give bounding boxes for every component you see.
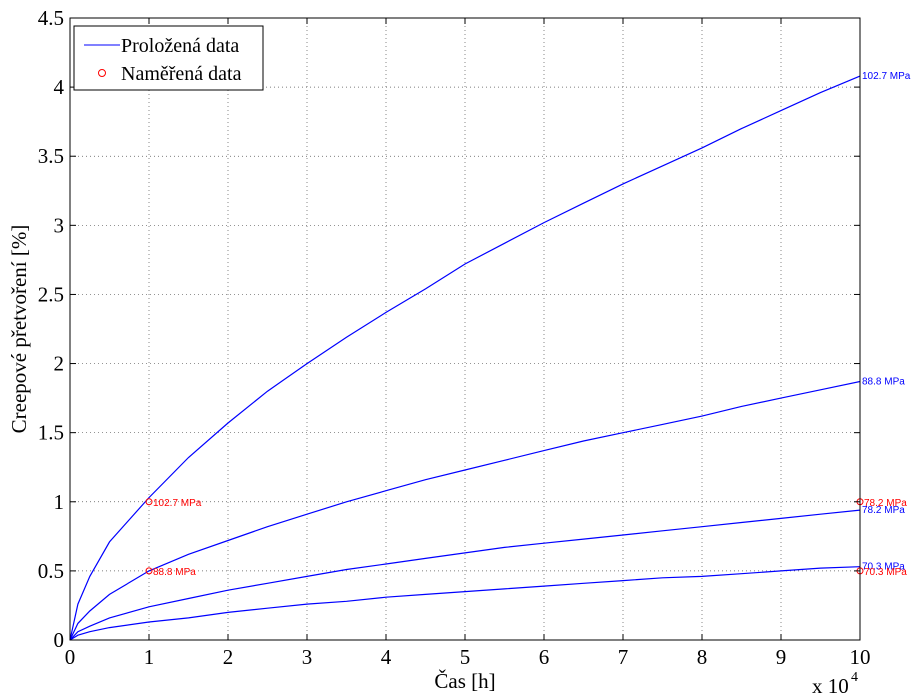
- x-tick-labels: 0 1 2 3 4 5 6 7 8 9 10: [65, 645, 871, 669]
- measured-point-label: 88.8 MPa: [153, 567, 196, 578]
- x-tick-label: 10: [850, 645, 871, 669]
- x-axis-multiplier: x 10 4: [812, 670, 858, 697]
- x-tick-label: 2: [223, 645, 234, 669]
- fitted-curve-label: 102.7 MPa: [862, 71, 911, 82]
- legend-fitted-label: Proložená data: [121, 35, 239, 57]
- y-tick-label: 2: [54, 352, 65, 376]
- legend: Proložená data Naměřená data: [73, 25, 264, 91]
- measured-point-label: 70.3 MPa: [864, 567, 907, 578]
- legend-measured-label: Naměřená data: [121, 63, 242, 85]
- x-tick-label: 8: [697, 645, 708, 669]
- x-tick-label: 6: [539, 645, 550, 669]
- plot-area: [70, 18, 860, 640]
- legend-measured-marker: [98, 69, 106, 77]
- y-tick-label: 1: [54, 490, 65, 514]
- x-tick-label: 4: [381, 645, 392, 669]
- fitted-curve-label: 88.8 MPa: [862, 377, 905, 388]
- measured-point: [145, 567, 153, 575]
- measured-point: [145, 498, 153, 506]
- fitted-curves: [69, 75, 861, 641]
- fitted-curve: [69, 380, 861, 641]
- axis-ticks: [69, 17, 861, 641]
- x-tick-label: 3: [302, 645, 313, 669]
- y-tick-labels: 0 0.5 1 1.5 2 2.5 3 3.5 4 4.5: [38, 6, 65, 652]
- y-tick-label: 2.5: [38, 282, 64, 306]
- fitted-curve: [69, 75, 861, 641]
- y-tick-label: 1.5: [38, 421, 64, 445]
- measured-point-label: 102.7 MPa: [153, 498, 202, 509]
- x-multiplier-base: x 10: [812, 674, 849, 697]
- measured-point-label: 78.2 MPa: [864, 498, 907, 509]
- fitted-curve: [69, 566, 861, 641]
- y-tick-label: 3.5: [38, 144, 64, 168]
- y-tick-label: 0: [54, 628, 65, 652]
- fitted-curve-label: 78.2 MPa: [862, 505, 905, 516]
- legend-box: [73, 25, 264, 91]
- y-tick-label: 4: [54, 75, 65, 99]
- y-tick-label: 3: [54, 213, 65, 237]
- fitted-curve: [69, 509, 861, 641]
- x-tick-label: 0: [65, 645, 76, 669]
- x-tick-label: 9: [776, 645, 787, 669]
- x-multiplier-exponent: 4: [851, 670, 858, 685]
- x-tick-label: 1: [144, 645, 155, 669]
- y-tick-label: 0.5: [38, 559, 64, 583]
- x-tick-label: 5: [460, 645, 471, 669]
- x-tick-label: 7: [618, 645, 629, 669]
- y-tick-label: 4.5: [38, 6, 64, 30]
- x-axis-label: Čas [h]: [434, 669, 495, 693]
- curve-labels: 102.7 MPa 88.8 MPa 78.2 MPa 70.3 MPa: [862, 71, 911, 573]
- fitted-curve-label: 70.3 MPa: [862, 562, 905, 573]
- y-axis-label: Creepové přetvoření [%]: [7, 225, 31, 434]
